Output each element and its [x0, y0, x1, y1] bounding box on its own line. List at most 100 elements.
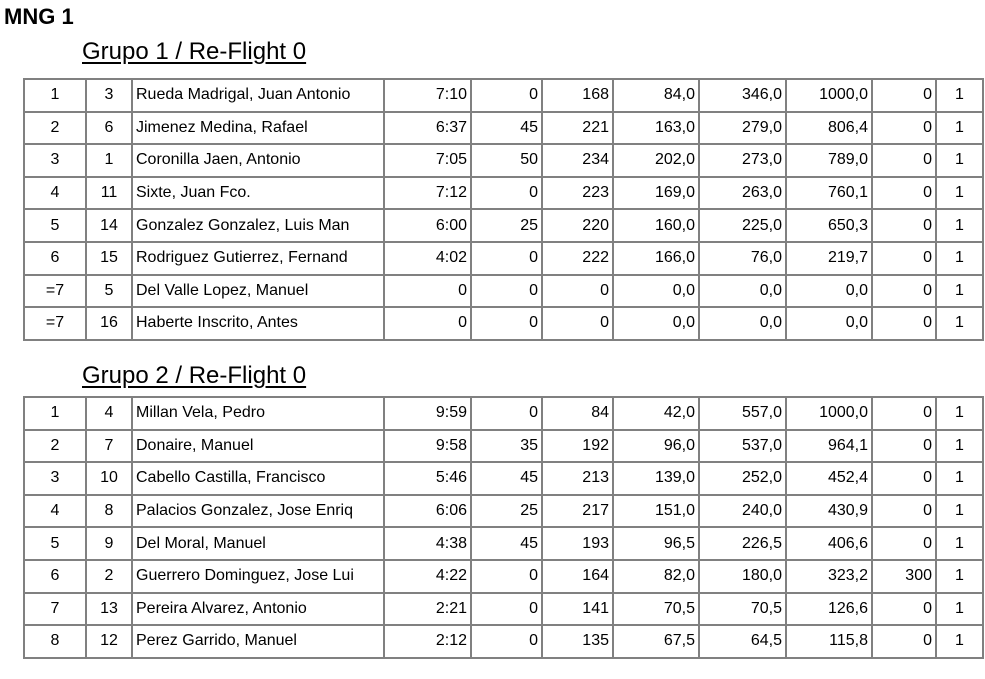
table-row: 4 11 Sixte, Juan Fco. 7:12 0 223 169,0 263,0 760… [23, 175, 984, 211]
cell-pilot-name: Coronilla Jaen, Antonio [131, 143, 385, 178]
cell-total: 430,9 [785, 493, 873, 529]
cell-score-b: 226,5 [698, 526, 787, 561]
cell-landing: 0 [470, 396, 543, 431]
cell-height: 223 [541, 175, 614, 211]
cell-penalty: 0 [871, 78, 937, 113]
cell-total: 650,3 [785, 208, 873, 243]
cell-pilot-number: 9 [85, 526, 133, 561]
cell-score-a: 82,0 [612, 558, 700, 594]
cell-landing: 45 [470, 526, 543, 561]
cell-rank: 3 [23, 143, 87, 178]
cell-score-b: 557,0 [698, 396, 787, 431]
cell-time: 2:21 [383, 591, 472, 627]
cell-penalty: 0 [871, 428, 937, 464]
cell-score-b: 76,0 [698, 240, 787, 276]
cell-time: 9:58 [383, 428, 472, 464]
cell-total: 964,1 [785, 428, 873, 464]
cell-round: 1 [935, 428, 984, 464]
cell-pilot-number: 2 [85, 558, 133, 594]
cell-pilot-number: 4 [85, 396, 133, 431]
cell-score-a: 169,0 [612, 175, 700, 211]
cell-penalty: 0 [871, 396, 937, 431]
cell-penalty: 0 [871, 493, 937, 529]
cell-height: 234 [541, 143, 614, 178]
cell-penalty: 0 [871, 143, 937, 178]
table-row: 6 15 Rodriguez Gutierrez, Fernand 4:02 0 222 1… [23, 240, 984, 276]
cell-total: 115,8 [785, 624, 873, 659]
cell-score-b: 279,0 [698, 110, 787, 146]
cell-score-b: 263,0 [698, 175, 787, 211]
cell-height: 135 [541, 624, 614, 659]
cell-total: 789,0 [785, 143, 873, 178]
cell-height: 213 [541, 461, 614, 496]
cell-pilot-name: Del Moral, Manuel [131, 526, 385, 561]
cell-height: 221 [541, 110, 614, 146]
cell-time: 2:12 [383, 624, 472, 659]
cell-penalty: 0 [871, 591, 937, 627]
cell-height: 0 [541, 306, 614, 341]
cell-pilot-name: Jimenez Medina, Rafael [131, 110, 385, 146]
cell-time: 6:00 [383, 208, 472, 243]
cell-rank: 5 [23, 526, 87, 561]
cell-round: 1 [935, 208, 984, 243]
cell-penalty: 0 [871, 461, 937, 496]
table-row: 5 9 Del Moral, Manuel 4:38 45 193 96,5 226,5 406… [23, 526, 984, 561]
cell-score-a: 84,0 [612, 78, 700, 113]
cell-pilot-number: 15 [85, 240, 133, 276]
cell-round: 1 [935, 526, 984, 561]
cell-round: 1 [935, 78, 984, 113]
cell-landing: 35 [470, 428, 543, 464]
cell-pilot-name: Pereira Alvarez, Antonio [131, 591, 385, 627]
cell-penalty: 0 [871, 624, 937, 659]
cell-height: 84 [541, 396, 614, 431]
cell-score-b: 0,0 [698, 306, 787, 341]
cell-height: 217 [541, 493, 614, 529]
cell-rank: =7 [23, 306, 87, 341]
cell-penalty: 0 [871, 208, 937, 243]
cell-pilot-name: Perez Garrido, Manuel [131, 624, 385, 659]
cell-pilot-name: Donaire, Manuel [131, 428, 385, 464]
cell-pilot-name: Haberte Inscrito, Antes [131, 306, 385, 341]
cell-rank: 6 [23, 558, 87, 594]
cell-height: 220 [541, 208, 614, 243]
cell-pilot-name: Rueda Madrigal, Juan Antonio [131, 78, 385, 113]
table-row: 3 10 Cabello Castilla, Francisco 5:46 45 213 1… [23, 461, 984, 496]
cell-score-a: 67,5 [612, 624, 700, 659]
cell-height: 193 [541, 526, 614, 561]
cell-pilot-name: Millan Vela, Pedro [131, 396, 385, 431]
cell-time: 0 [383, 306, 472, 341]
cell-round: 1 [935, 591, 984, 627]
table-row: 7 13 Pereira Alvarez, Antonio 2:21 0 141 70,5 7… [23, 591, 984, 627]
cell-rank: 6 [23, 240, 87, 276]
cell-total: 323,2 [785, 558, 873, 594]
cell-pilot-name: Rodriguez Gutierrez, Fernand [131, 240, 385, 276]
cell-pilot-name: Cabello Castilla, Francisco [131, 461, 385, 496]
cell-height: 168 [541, 78, 614, 113]
group-2-results-table: 1 4 Millan Vela, Pedro 9:59 0 84 42,0 557,0 1000… [23, 396, 984, 659]
cell-score-a: 166,0 [612, 240, 700, 276]
cell-time: 6:37 [383, 110, 472, 146]
cell-score-a: 96,5 [612, 526, 700, 561]
group-1-heading: Grupo 1 / Re-Flight 0 [82, 38, 307, 65]
cell-score-a: 160,0 [612, 208, 700, 243]
cell-round: 1 [935, 624, 984, 659]
cell-landing: 45 [470, 461, 543, 496]
cell-round: 1 [935, 396, 984, 431]
cell-pilot-name: Guerrero Dominguez, Jose Lui [131, 558, 385, 594]
cell-total: 406,6 [785, 526, 873, 561]
cell-round: 1 [935, 558, 984, 594]
cell-time: 6:06 [383, 493, 472, 529]
cell-pilot-name: Sixte, Juan Fco. [131, 175, 385, 211]
cell-score-b: 70,5 [698, 591, 787, 627]
cell-round: 1 [935, 461, 984, 496]
cell-round: 1 [935, 306, 984, 341]
cell-score-b: 346,0 [698, 78, 787, 113]
table-row: 2 6 Jimenez Medina, Rafael 6:37 45 221 163,0 27… [23, 110, 984, 146]
table-row: 8 12 Perez Garrido, Manuel 2:12 0 135 67,5 64,5… [23, 624, 984, 659]
cell-rank: 5 [23, 208, 87, 243]
cell-height: 141 [541, 591, 614, 627]
cell-score-a: 202,0 [612, 143, 700, 178]
cell-round: 1 [935, 273, 984, 309]
table-row: =7 16 Haberte Inscrito, Antes 0 0 0 0,0 0,0 0,0 0… [23, 306, 984, 341]
cell-time: 5:46 [383, 461, 472, 496]
